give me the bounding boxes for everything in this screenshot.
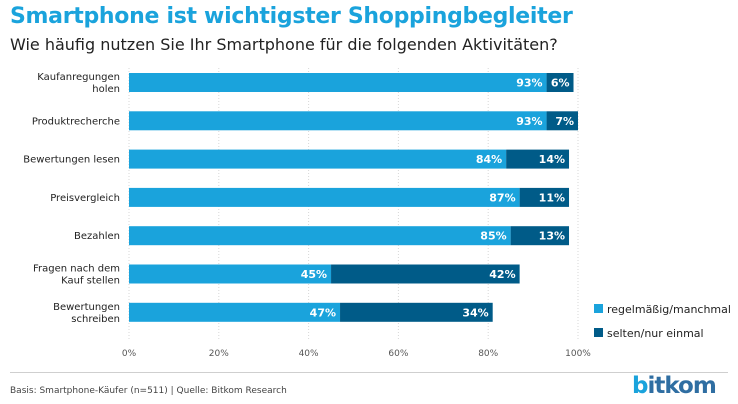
data-label: 93% (516, 115, 542, 128)
legend-swatch-rare (594, 328, 603, 337)
bar-regular (129, 226, 511, 246)
bar-regular (129, 264, 332, 284)
chart-title: Smartphone ist wichtigster Shoppingbegle… (10, 4, 573, 29)
x-tick-label: 80% (478, 349, 498, 359)
bar-regular (129, 111, 547, 131)
bar-rare (546, 111, 578, 131)
data-label: 13% (539, 230, 565, 243)
data-label: 6% (551, 77, 570, 90)
bar-regular (129, 149, 507, 169)
bar-rare (546, 73, 574, 92)
bar-regular (129, 187, 520, 207)
source-note: Basis: Smartphone-Käufer (n=511) | Quell… (10, 386, 287, 396)
data-label: 45% (301, 268, 327, 281)
category-label: Fragen nach dem Kauf stellen (33, 264, 120, 287)
legend-swatch-regular (594, 304, 603, 313)
data-label: 7% (555, 115, 574, 128)
bar-rare (519, 187, 570, 207)
bar-regular (129, 73, 547, 92)
bar-rare (340, 302, 493, 322)
x-tick-label: 60% (388, 349, 408, 359)
x-tick-label: 100% (565, 349, 591, 359)
x-tick-label: 40% (299, 349, 319, 359)
data-label: 11% (539, 191, 565, 204)
data-label: 14% (539, 153, 565, 166)
category-label: Bezahlen (74, 231, 120, 242)
chart-subtitle: Wie häufig nutzen Sie Ihr Smartphone für… (10, 35, 558, 54)
legend-label: regelmäßig/manchmal (607, 303, 731, 316)
category-label: Produktrecherche (32, 116, 120, 127)
category-label: Preisvergleich (50, 193, 120, 204)
data-label: 42% (489, 268, 515, 281)
bar-rare (331, 264, 520, 284)
bar-rare (506, 149, 570, 169)
x-tick-label: 20% (209, 349, 229, 359)
data-label: 84% (476, 153, 502, 166)
data-label: 85% (480, 230, 506, 243)
x-tick-label: 0% (122, 349, 137, 359)
bar-regular (129, 302, 341, 322)
data-label: 34% (462, 306, 488, 319)
category-label: Bewertungen schreiben (53, 302, 120, 325)
stacked-bar-chart: 0% 20% 40% 60% 80% 100% Kaufanregungen holen 93%… (23, 68, 731, 359)
footer-divider (10, 372, 728, 373)
category-label: Kaufanregungen holen (37, 72, 120, 95)
data-label: 87% (489, 191, 515, 204)
data-label: 47% (310, 306, 336, 319)
data-label: 93% (516, 77, 542, 90)
category-label: Bewertungen lesen (23, 155, 120, 166)
bar-rare (510, 226, 570, 246)
legend-label: selten/nur einmal (607, 327, 704, 340)
bitkom-logo: bitkom (632, 373, 717, 399)
